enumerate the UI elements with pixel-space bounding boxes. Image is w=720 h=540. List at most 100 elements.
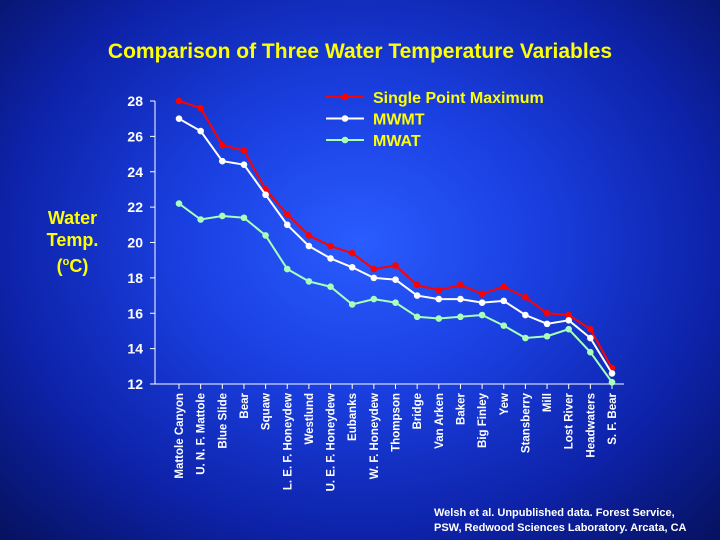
y-tick-label: 12 (127, 376, 143, 392)
data-point (392, 262, 399, 269)
x-tick-label: Lost River (564, 392, 576, 449)
data-point (435, 295, 443, 303)
data-point (327, 255, 334, 262)
legend-marker (341, 93, 349, 101)
x-tick-label: Van Arken (434, 393, 446, 449)
data-point (219, 141, 226, 149)
y-tick-label: 16 (127, 305, 143, 321)
x-tick-label: Headwaters (585, 393, 597, 458)
data-point (435, 315, 443, 322)
data-point (392, 299, 399, 306)
data-point (457, 313, 464, 321)
data-point (219, 212, 226, 220)
data-point (370, 295, 378, 303)
data-point (522, 311, 529, 319)
legend-label: Single Point Maximum (373, 90, 544, 107)
data-point (240, 214, 248, 222)
data-point (565, 311, 572, 319)
data-point (219, 157, 226, 165)
series-lines (175, 97, 616, 386)
data-point (500, 283, 508, 291)
y-tick-label: 22 (127, 199, 143, 215)
data-point (522, 294, 529, 301)
data-point (240, 147, 248, 154)
y-tick-label: 18 (127, 270, 143, 286)
unit-degree: o (62, 256, 70, 268)
data-point (370, 265, 378, 273)
data-point (413, 281, 421, 289)
credit-line-1: Welsh et al. Unpublished data. Forest Se… (434, 507, 675, 519)
y-axis-label-line2: Temp. (46, 230, 99, 250)
x-tick-label: Thompson (391, 393, 403, 452)
data-point (392, 276, 399, 283)
data-point (565, 317, 572, 324)
legend-marker (341, 136, 349, 144)
data-point (175, 200, 183, 207)
data-point (457, 295, 464, 303)
data-point (348, 263, 356, 271)
data-point (500, 322, 508, 329)
data-point (587, 334, 594, 342)
data-point (565, 325, 572, 333)
data-point (522, 334, 529, 342)
data-point (283, 265, 291, 273)
data-point (262, 191, 269, 199)
data-point (305, 242, 313, 250)
y-tick-label: 24 (127, 164, 143, 180)
data-point (348, 249, 356, 257)
x-tick-label: W. F. Honeydew (369, 393, 381, 479)
x-tick-label: Mattole Canyon (174, 393, 186, 479)
x-tick-label: L. E. F. Honeydew (282, 393, 294, 490)
y-tick-label: 26 (127, 128, 143, 144)
x-tick-label: Bear (239, 392, 251, 418)
data-point (543, 309, 551, 317)
data-point (608, 378, 616, 386)
y-axis-label: Water Temp. (oC) (30, 207, 115, 277)
data-point (175, 97, 183, 105)
data-point (543, 320, 551, 328)
data-point (262, 232, 269, 239)
x-tick-label: Squaw (261, 393, 273, 430)
data-point (587, 348, 594, 356)
data-point (413, 292, 421, 299)
credit-line-2: PSW, Redwood Sciences Laboratory. Arcata… (434, 522, 687, 534)
y-axis-label-line1: Water (47, 208, 98, 228)
x-tick-label: Big Finley (477, 392, 489, 448)
data-point (370, 274, 378, 282)
x-tick-label: Bridge (412, 393, 424, 429)
source-credit: Welsh et al. Unpublished data. Forest Se… (434, 506, 686, 536)
legend-label: MWAT (373, 133, 421, 150)
x-tick-label: Westlund (304, 393, 316, 445)
data-point (543, 332, 551, 340)
data-point (327, 242, 334, 250)
y-tick-label: 20 (127, 235, 143, 251)
x-tick-label: Eubanks (347, 393, 359, 441)
axes: 12 14 16 18 20 22 24 26 28 Mattole Canyon U. N. F.… (127, 93, 624, 491)
data-point (478, 311, 486, 319)
data-point (197, 216, 204, 223)
data-point (500, 297, 508, 305)
chart-title: Comparison of Three Water Temperature Va… (107, 40, 613, 63)
data-point (435, 286, 443, 294)
data-point (327, 283, 334, 291)
data-point (283, 221, 291, 229)
data-point (197, 104, 204, 112)
x-tick-label: U. E. F. Honeydew (326, 393, 338, 491)
data-point (240, 161, 248, 168)
data-point (608, 370, 616, 377)
legend-label: MWMT (373, 112, 425, 129)
x-tick-label: Mill (542, 393, 554, 412)
x-tick-label: Baker (455, 392, 467, 424)
x-tick-label: S. F. Bear (607, 392, 619, 444)
data-point (197, 127, 204, 135)
y-tick-label: 14 (127, 341, 143, 357)
unit-prefix: ( (56, 256, 63, 276)
data-point (413, 313, 421, 321)
data-point (478, 299, 486, 306)
data-point (175, 115, 183, 122)
y-tick-label: 28 (127, 93, 143, 109)
legend-marker (341, 115, 349, 122)
data-point (305, 278, 313, 285)
legend: Single Point Maximum MWMT MWAT (326, 90, 544, 150)
